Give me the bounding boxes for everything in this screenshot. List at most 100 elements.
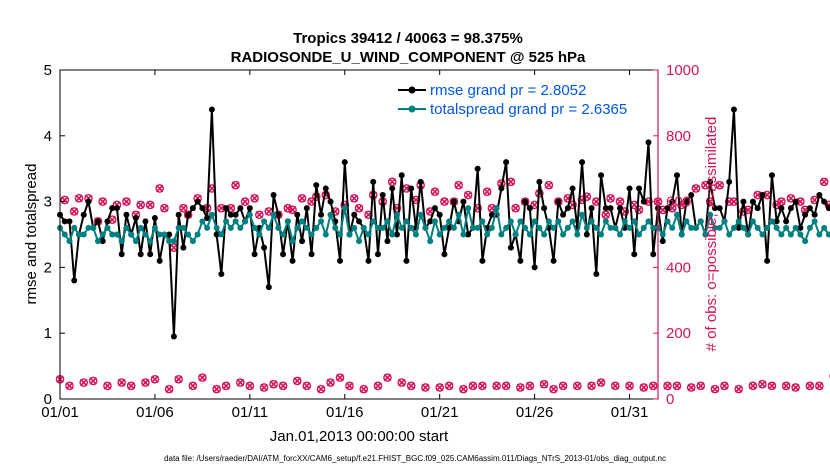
rmse-point bbox=[389, 185, 396, 192]
obs-assimilated-point bbox=[350, 194, 359, 203]
spread-point bbox=[531, 218, 538, 225]
rmse-point bbox=[778, 205, 785, 212]
rmse-point bbox=[645, 139, 652, 146]
obs-possible-point bbox=[60, 195, 70, 205]
rmse-point bbox=[99, 238, 106, 245]
y-tick-label-right: 200 bbox=[666, 325, 691, 342]
obs-assimilated-point bbox=[98, 197, 107, 206]
obs-assimilated-point bbox=[744, 206, 752, 214]
spread-point bbox=[403, 218, 410, 225]
rmse-point bbox=[71, 277, 78, 284]
spread-point bbox=[541, 231, 548, 238]
obs-possible-point bbox=[625, 381, 634, 391]
obs-assimilated-point bbox=[815, 382, 824, 390]
rmse-point bbox=[707, 178, 714, 185]
spread-point bbox=[811, 218, 818, 225]
rmse-point bbox=[626, 185, 633, 192]
obs-assimilated-point bbox=[60, 196, 69, 204]
rmse-point bbox=[137, 251, 144, 258]
rmse-point bbox=[488, 211, 495, 218]
x-tick-label: 01/06 bbox=[136, 404, 174, 421]
obs-possible-point bbox=[444, 381, 454, 391]
obs-possible-point bbox=[160, 203, 169, 213]
spread-point bbox=[128, 231, 135, 238]
obs-assimilated-point bbox=[217, 204, 226, 212]
obs-assimilated-point bbox=[540, 380, 548, 388]
rmse-point bbox=[569, 185, 576, 192]
obs-assimilated-point bbox=[464, 191, 472, 199]
rmse-point bbox=[356, 218, 362, 225]
spread-point bbox=[332, 224, 339, 231]
footnote: data file: /Users/raeder/DAI/ATM_forcXX/… bbox=[164, 454, 666, 463]
obs-possible-point bbox=[236, 378, 245, 387]
spread-point bbox=[393, 211, 400, 218]
obs-assimilated-point bbox=[236, 378, 245, 387]
rmse-point bbox=[218, 270, 225, 277]
obs-possible-point bbox=[212, 384, 221, 394]
obs-assimilated-point bbox=[170, 243, 178, 252]
obs-possible-point bbox=[293, 376, 302, 386]
spread-point bbox=[488, 224, 495, 231]
obs-assimilated-point bbox=[151, 375, 159, 384]
obs-assimilated-point bbox=[639, 383, 648, 392]
spread-point bbox=[322, 231, 329, 238]
rmse-point bbox=[123, 211, 130, 218]
spread-point bbox=[716, 224, 723, 231]
rmse-point bbox=[398, 172, 405, 179]
rmse-point bbox=[550, 257, 557, 264]
rmse-point bbox=[436, 211, 443, 218]
rmse-point bbox=[446, 224, 453, 231]
obs-possible-point bbox=[482, 187, 492, 197]
spread-point bbox=[75, 231, 82, 238]
spread-point bbox=[579, 211, 586, 218]
rmse-point bbox=[825, 205, 830, 212]
obs-assimilated-point bbox=[198, 373, 207, 382]
rmse-point bbox=[636, 185, 643, 192]
rmse-point bbox=[507, 244, 514, 251]
spread-point bbox=[450, 224, 457, 231]
spread-point bbox=[474, 224, 481, 231]
rmse-point bbox=[602, 205, 609, 212]
obs-assimilated-point bbox=[70, 207, 79, 216]
obs-possible-point bbox=[269, 379, 278, 389]
rmse-point bbox=[431, 205, 438, 212]
rmse-point bbox=[156, 257, 163, 264]
rmse-point bbox=[531, 264, 538, 271]
spread-point bbox=[711, 224, 718, 231]
spread-point bbox=[365, 231, 372, 238]
obs-assimilated-point bbox=[478, 382, 487, 390]
obs-assimilated-point bbox=[459, 385, 468, 393]
obs-assimilated-point bbox=[559, 382, 567, 390]
spread-point bbox=[318, 218, 325, 225]
rmse-point bbox=[223, 205, 230, 212]
obs-possible-point bbox=[691, 184, 701, 193]
obs-assimilated-point bbox=[288, 206, 297, 214]
obs-possible-point bbox=[174, 374, 183, 384]
spread-point bbox=[280, 231, 287, 238]
obs-assimilated-point bbox=[269, 380, 278, 388]
spread-point bbox=[346, 231, 353, 238]
obs-assimilated-point bbox=[402, 184, 411, 193]
obs-possible-point bbox=[734, 384, 743, 394]
obs-possible-point bbox=[430, 187, 440, 197]
obs-assimilated-point bbox=[573, 382, 582, 390]
y-tick-label-right: 1000 bbox=[666, 62, 699, 79]
obs-assimilated-point bbox=[616, 197, 624, 206]
spread-point bbox=[469, 224, 476, 231]
obs-possible-point bbox=[79, 378, 89, 387]
obs-possible-point bbox=[468, 381, 478, 391]
obs-possible-point bbox=[805, 381, 815, 391]
spread-point bbox=[180, 224, 187, 231]
obs-assimilated-point bbox=[383, 373, 392, 382]
spread-point bbox=[223, 218, 230, 225]
obs-assimilated-point bbox=[791, 383, 800, 392]
spread-point bbox=[802, 238, 809, 245]
obs-possible-point bbox=[587, 381, 596, 391]
spread-point bbox=[99, 231, 106, 238]
spread-point bbox=[113, 231, 120, 238]
obs-possible-point bbox=[179, 203, 188, 213]
obs-assimilated-point bbox=[711, 385, 719, 393]
obs-assimilated-point bbox=[284, 204, 292, 212]
obs-assimilated-point bbox=[763, 191, 771, 199]
obs-possible-point bbox=[606, 194, 615, 203]
